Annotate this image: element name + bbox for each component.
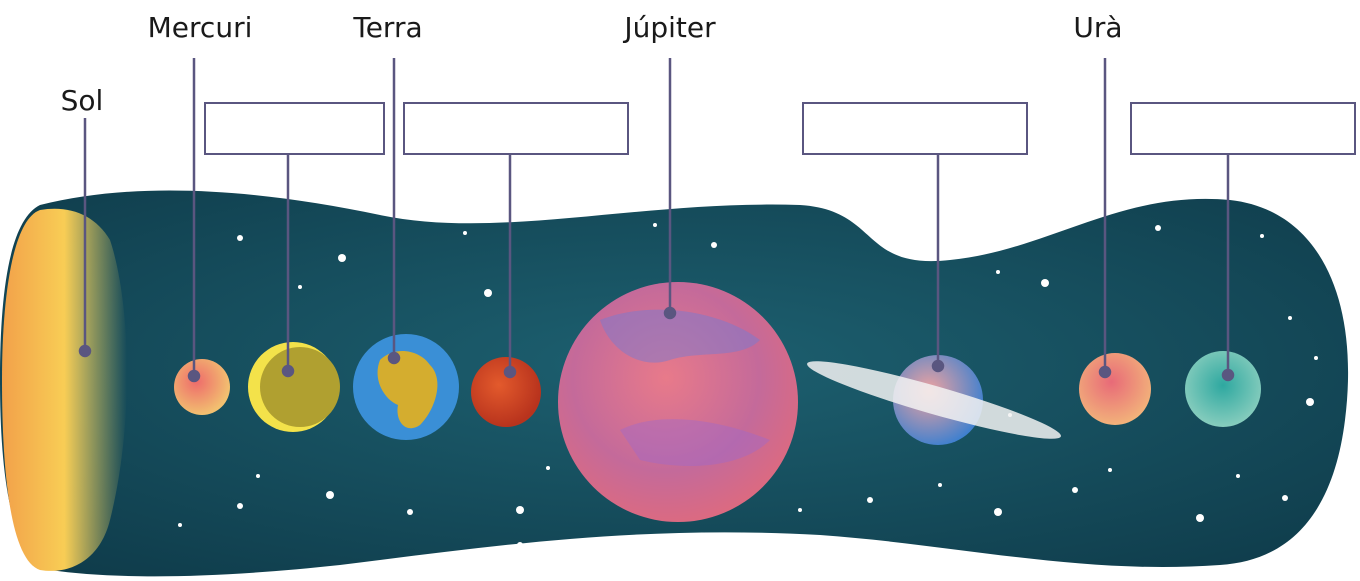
jupiter-icon <box>558 282 798 522</box>
venus-answer-box[interactable] <box>204 102 385 155</box>
uranus-label: Urà <box>1073 11 1122 44</box>
stars <box>178 223 1318 548</box>
answer-boxes <box>204 102 1356 155</box>
venus-icon <box>248 342 340 432</box>
mercury-label: Mercuri <box>148 11 253 44</box>
earth-label: Terra <box>352 11 422 44</box>
earth-icon <box>353 334 459 440</box>
leader-lines <box>78 58 1235 383</box>
mercury-icon <box>174 359 230 415</box>
mars-icon <box>471 357 541 427</box>
neptune-answer-box[interactable] <box>1130 102 1356 155</box>
neptune-icon <box>1185 351 1261 427</box>
sun-icon <box>2 208 127 571</box>
sun-label: Sol <box>61 84 104 117</box>
saturn-icon <box>807 355 1061 445</box>
mars-answer-box[interactable] <box>403 102 629 155</box>
jupiter-label: Júpiter <box>622 11 716 44</box>
saturn-answer-box[interactable] <box>802 102 1028 155</box>
uranus-icon <box>1079 353 1151 425</box>
